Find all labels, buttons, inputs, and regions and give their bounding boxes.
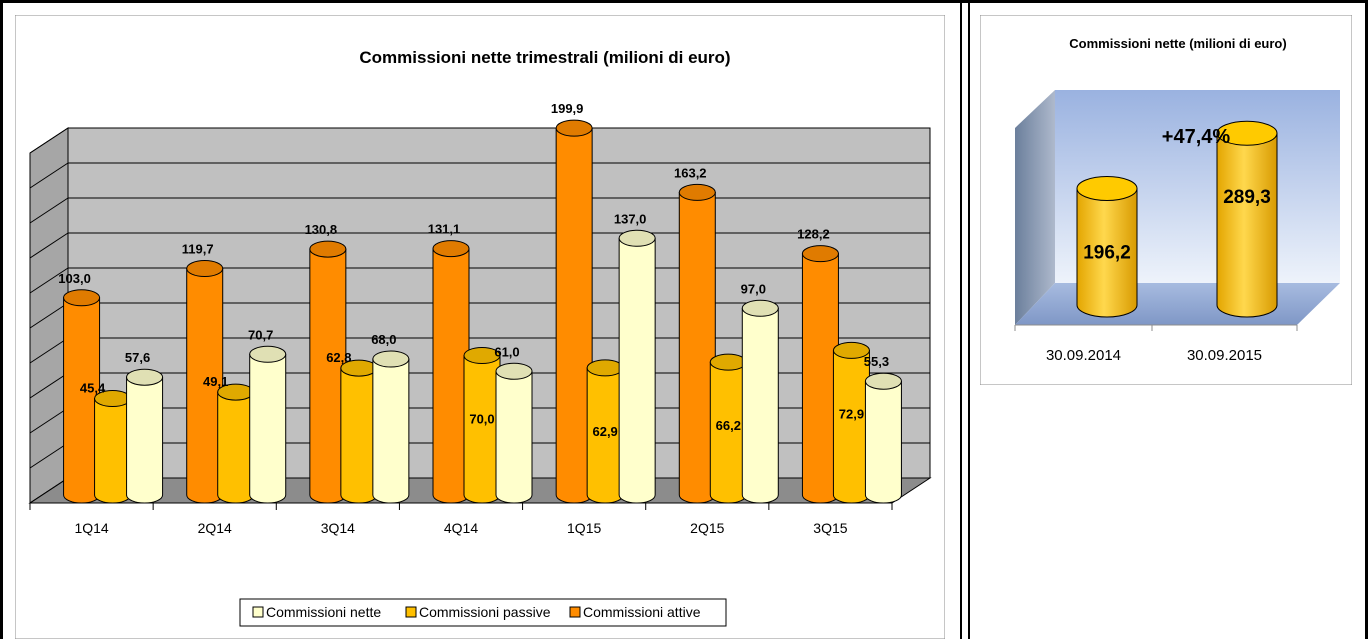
category-label: 2Q14 bbox=[198, 520, 232, 536]
cylinder-30-09-2014 bbox=[1076, 176, 1138, 318]
data-label: 119,7 bbox=[182, 242, 214, 257]
data-label: 70,0 bbox=[469, 412, 494, 427]
data-label: 55,3 bbox=[864, 354, 889, 369]
bar-commissioni-nette-4q14 bbox=[495, 362, 533, 504]
data-label: 289,3 bbox=[1223, 187, 1271, 208]
legend-swatch-passive bbox=[405, 606, 417, 618]
bar-commissioni-passive-1q15 bbox=[586, 359, 624, 504]
data-label: 97,0 bbox=[741, 281, 766, 296]
legend-label-passive: Commissioni passive bbox=[419, 604, 551, 620]
table-border-left bbox=[0, 0, 3, 639]
side-gridline bbox=[29, 127, 69, 154]
side-plot-side-wall bbox=[1015, 90, 1055, 325]
data-label: 128,2 bbox=[797, 227, 830, 242]
legend-label-nette: Commissioni nette bbox=[266, 604, 381, 620]
category-label: 4Q14 bbox=[444, 520, 478, 536]
side-gridline bbox=[29, 302, 69, 329]
annual-net-commissions-chart: Commissioni nette (milioni di euro) 196,… bbox=[980, 15, 1352, 385]
side-gridline bbox=[29, 337, 69, 364]
data-label: 72,9 bbox=[839, 406, 864, 421]
legend: Commissioni nette Commissioni passive Co… bbox=[239, 598, 727, 627]
data-label: 66,2 bbox=[716, 418, 741, 433]
category-label: 2Q15 bbox=[690, 520, 724, 536]
table-border-mid-right bbox=[968, 0, 970, 639]
bar-commissioni-nette-1q14 bbox=[126, 368, 164, 504]
bar-commissioni-passive-3q14 bbox=[340, 359, 378, 504]
data-label: 199,9 bbox=[551, 101, 584, 116]
legend-swatch-nette bbox=[252, 606, 264, 618]
bar-commissioni-nette-3q15 bbox=[864, 372, 902, 504]
data-label: 130,8 bbox=[305, 222, 338, 237]
category-label: 30.09.2015 bbox=[1187, 347, 1262, 364]
data-label: 103,0 bbox=[58, 271, 91, 286]
bar-commissioni-nette-3q14 bbox=[372, 350, 410, 504]
table-border-top bbox=[0, 0, 1368, 3]
side-gridline bbox=[29, 477, 69, 504]
data-label: 61,0 bbox=[494, 344, 519, 359]
data-label: 163,2 bbox=[674, 165, 707, 180]
bar-commissioni-attive-3q15 bbox=[801, 245, 839, 504]
bar-commissioni-passive-4q14 bbox=[463, 347, 501, 504]
side-gridline bbox=[29, 407, 69, 434]
data-label: 137,0 bbox=[614, 211, 647, 226]
bar-commissioni-nette-2q15 bbox=[741, 299, 779, 504]
side-chart-title: Commissioni nette (milioni di euro) bbox=[1069, 36, 1286, 51]
category-label: 3Q14 bbox=[321, 520, 355, 536]
bar-commissioni-nette-1q15 bbox=[618, 229, 656, 504]
side-gridline bbox=[29, 197, 69, 224]
side-gridline bbox=[29, 232, 69, 259]
data-label: 49,1 bbox=[203, 374, 228, 389]
bar-commissioni-attive-3q14 bbox=[309, 240, 347, 504]
category-label: 30.09.2014 bbox=[1046, 347, 1121, 364]
category-label: 1Q15 bbox=[567, 520, 601, 536]
data-label: 68,0 bbox=[371, 332, 396, 347]
data-label: 62,9 bbox=[592, 424, 617, 439]
data-label: 196,2 bbox=[1083, 243, 1131, 264]
bar-commissioni-attive-4q14 bbox=[432, 240, 470, 504]
side-plot-floor bbox=[1015, 283, 1340, 325]
bar-commissioni-nette-2q14 bbox=[249, 345, 287, 504]
side-gridline bbox=[29, 372, 69, 399]
bar-commissioni-attive-1q15 bbox=[555, 119, 593, 504]
quarterly-commissions-chart: Commissioni nette trimestrali (milioni d… bbox=[15, 15, 945, 639]
table-border-right bbox=[1365, 0, 1368, 639]
data-label: 131,1 bbox=[428, 222, 461, 237]
data-label: 45,4 bbox=[80, 381, 106, 396]
bar-commissioni-passive-1q14 bbox=[94, 390, 132, 504]
side-gridline bbox=[29, 267, 69, 294]
legend-label-attive: Commissioni attive bbox=[583, 604, 701, 620]
bar-commissioni-passive-3q15 bbox=[832, 341, 870, 504]
bar-commissioni-passive-2q14 bbox=[217, 383, 255, 504]
cylinder-30-09-2015 bbox=[1216, 120, 1278, 318]
side-chart-growth-annotation: +47,4% bbox=[1162, 126, 1231, 148]
table-border-mid-left bbox=[960, 0, 962, 639]
data-label: 62,8 bbox=[326, 350, 351, 365]
side-gridline bbox=[29, 162, 69, 189]
data-label: 57,6 bbox=[125, 350, 150, 365]
chart-title: Commissioni nette trimestrali (milioni d… bbox=[359, 48, 730, 67]
side-gridline bbox=[29, 442, 69, 469]
category-label: 1Q14 bbox=[74, 520, 108, 536]
category-label: 3Q15 bbox=[813, 520, 847, 536]
data-label: 70,7 bbox=[248, 327, 273, 342]
legend-swatch-attive bbox=[569, 606, 581, 618]
